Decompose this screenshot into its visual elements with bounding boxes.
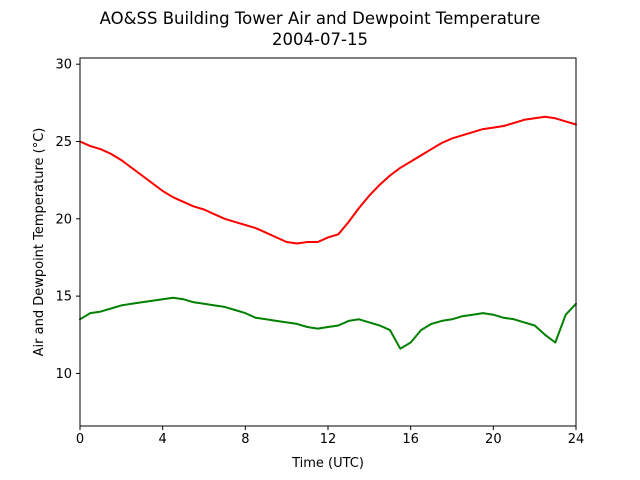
y-tick-label-10: 10	[55, 367, 72, 382]
x-tick-label-0: 0	[76, 432, 84, 447]
x-tick-label-12: 12	[320, 432, 337, 447]
x-tick-label-4: 4	[159, 432, 167, 447]
series-line-0	[79, 115, 577, 245]
y-axis-label: Air and Dewpoint Temperature (°C)	[32, 128, 47, 357]
x-tick-label-16: 16	[402, 432, 419, 447]
x-axis-label: Time (UTC)	[291, 456, 364, 471]
chart-title: AO&SS Building Tower Air and Dewpoint Te…	[100, 9, 541, 28]
y-tick-label-30: 30	[55, 58, 72, 73]
chart-subtitle: 2004-07-15	[272, 30, 368, 49]
x-tick-label-20: 20	[485, 432, 502, 447]
y-tick-label-25: 25	[55, 135, 72, 150]
x-tick-label-24: 24	[568, 432, 585, 447]
axes-frame	[79, 57, 577, 427]
plot-area: 0 4 8 12 16 20 24 10 15 20 25 30	[55, 57, 585, 447]
x-tick-label-8: 8	[241, 432, 249, 447]
y-tick-label-20: 20	[55, 212, 72, 227]
series-line-1	[79, 296, 577, 350]
y-tick-label-15: 15	[55, 290, 72, 305]
